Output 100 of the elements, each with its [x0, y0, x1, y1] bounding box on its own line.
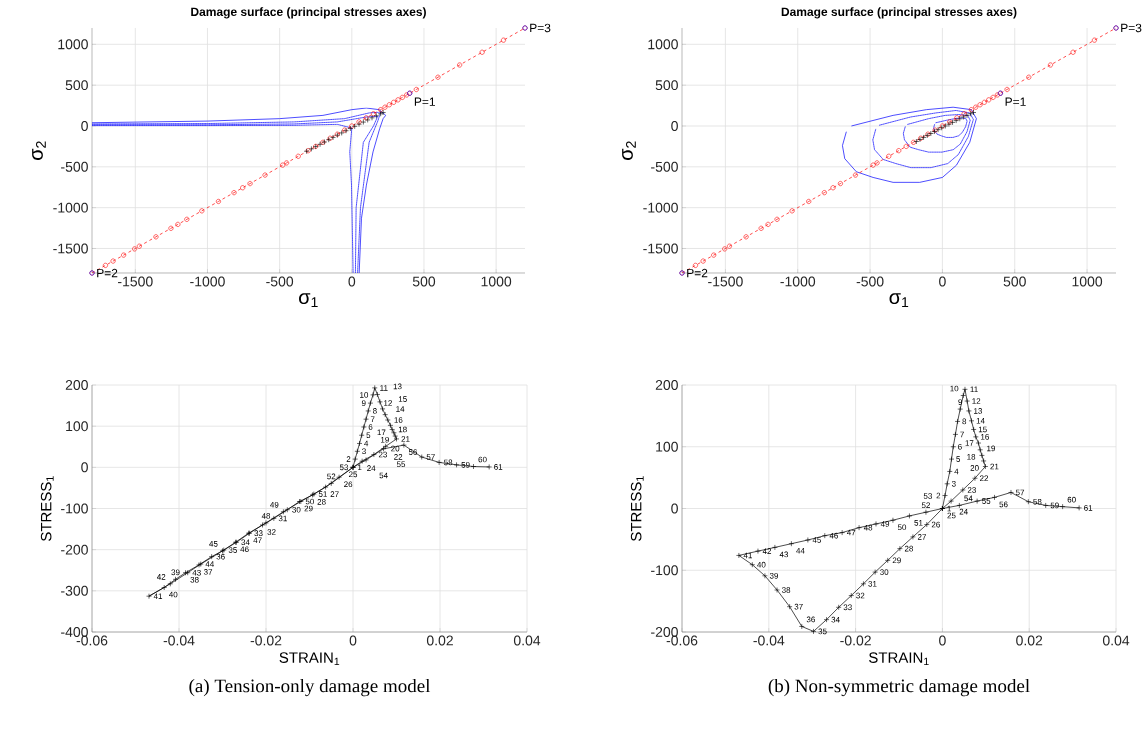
- annotation: 40: [169, 591, 178, 598]
- annotation: 49: [880, 521, 890, 527]
- annotation: 26: [931, 521, 940, 528]
- annotation: 16: [394, 417, 403, 423]
- annotation: 21: [401, 436, 410, 442]
- annotation: 32: [856, 592, 865, 599]
- annotation: 27: [917, 534, 926, 540]
- annotation: 8: [373, 408, 377, 414]
- y-axis-title: σ$_{2}$: [32, 141, 46, 160]
- annotation: 1: [358, 464, 362, 471]
- annotation: 11: [380, 385, 388, 391]
- annotation: 19: [987, 445, 996, 452]
- x-tick-label: -0.04: [163, 635, 195, 646]
- annotation: 10: [950, 385, 959, 392]
- y-tick-label: -1000: [643, 202, 678, 213]
- annotation: 8: [962, 418, 967, 425]
- annotation: 12: [972, 398, 981, 404]
- annotation: 15: [978, 426, 987, 433]
- text: (a) Tension-only damage model: [189, 678, 431, 697]
- annotation: 3: [362, 448, 366, 455]
- annotation: 35: [818, 628, 827, 635]
- annotation: 17: [377, 429, 386, 436]
- annotation: 9: [958, 399, 963, 405]
- annotation: 24: [959, 508, 968, 515]
- annotation: 33: [254, 530, 263, 537]
- annotation: 2: [936, 492, 941, 499]
- annotation: 4: [364, 440, 369, 447]
- y-tick-label: 1000: [58, 39, 88, 50]
- x-tick-label: 0: [349, 635, 357, 646]
- annotation: 13: [974, 408, 983, 414]
- y-tick-label: -300: [61, 585, 88, 596]
- x-tick-label: 500: [412, 276, 436, 287]
- x-tick-label: -0.02: [840, 635, 871, 646]
- annotation: 15: [398, 396, 407, 402]
- annotation: P=2: [97, 268, 118, 278]
- annotation: 52: [921, 502, 930, 509]
- annotation: 13: [393, 383, 402, 390]
- annotation: 53: [923, 493, 932, 499]
- y-tick-label: -100: [651, 565, 678, 576]
- annotation: 43: [192, 569, 201, 576]
- y-tick-label: 1000: [648, 39, 678, 50]
- annotation: 40: [757, 561, 766, 568]
- annotation: 48: [863, 524, 873, 531]
- y-axis-title: σ$_{2}$: [622, 141, 636, 160]
- annotation: 6: [958, 443, 962, 450]
- annotation: 46: [240, 546, 249, 553]
- y-tick-label: 0: [671, 503, 678, 514]
- text: (b) Non-symmetric damage model: [768, 678, 1030, 697]
- annotation: 42: [762, 548, 772, 554]
- annotation: 18: [398, 426, 407, 433]
- x-tick-label: 0.04: [513, 635, 541, 646]
- y-axis-title: STRESS$_{1}$: [630, 476, 644, 541]
- annotation: 57: [1015, 489, 1025, 496]
- annotation: 33: [843, 604, 852, 611]
- annotation: 6: [368, 424, 373, 430]
- annotation: 24: [367, 465, 376, 471]
- annotation: 47: [846, 529, 856, 536]
- annotation: 20: [970, 465, 979, 471]
- annotation: 60: [1067, 496, 1076, 503]
- annotation: P=1: [414, 97, 435, 106]
- annotation: 10: [360, 392, 369, 398]
- annotation: 26: [344, 481, 353, 488]
- x-axis-title: σ$_{1}$: [299, 293, 318, 307]
- y-tick-label: 100: [656, 441, 678, 452]
- x-tick-label: 500: [1003, 276, 1026, 287]
- annotation: 49: [270, 501, 279, 508]
- x-axis-title: STRAIN$_{1}$: [279, 652, 340, 666]
- x-tick-label: -1000: [780, 276, 816, 287]
- annotation: 48: [261, 513, 271, 519]
- x-tick-label: 1000: [481, 276, 512, 287]
- annotation: 50: [305, 498, 314, 505]
- annotation: P=3: [1121, 23, 1142, 33]
- annotation: 55: [396, 461, 406, 468]
- annotation: 36: [216, 553, 225, 560]
- x-tick-label: 0: [348, 276, 356, 287]
- annotation: 28: [904, 545, 914, 552]
- y-tick-label: 500: [655, 80, 678, 91]
- y-tick-label: -200: [61, 544, 88, 555]
- annotation: 5: [366, 432, 371, 439]
- annotation: 14: [976, 418, 985, 424]
- annotation: 30: [880, 569, 889, 575]
- annotation: 46: [829, 532, 838, 539]
- annotation: 23: [378, 451, 388, 458]
- annotation: 20: [391, 445, 400, 452]
- annotation: 29: [304, 505, 313, 512]
- y-tick-label: 0: [671, 121, 678, 131]
- y-axis-title: STRESS$_{1}$: [40, 476, 54, 542]
- annotation: 18: [967, 454, 976, 460]
- annotation: 51: [318, 491, 327, 497]
- annotation: 19: [381, 436, 389, 443]
- y-tick-label: -200: [651, 627, 678, 637]
- annotation: 47: [253, 537, 262, 543]
- annotation: 27: [330, 491, 339, 497]
- annotation: 56: [999, 501, 1008, 508]
- annotation: 51: [914, 520, 923, 526]
- x-tick-label: -1500: [708, 276, 743, 287]
- x-tick-label: 0.02: [1016, 635, 1043, 646]
- annotation: P=3: [530, 23, 551, 33]
- annotation: 39: [171, 569, 180, 576]
- annotation: 59: [461, 462, 470, 468]
